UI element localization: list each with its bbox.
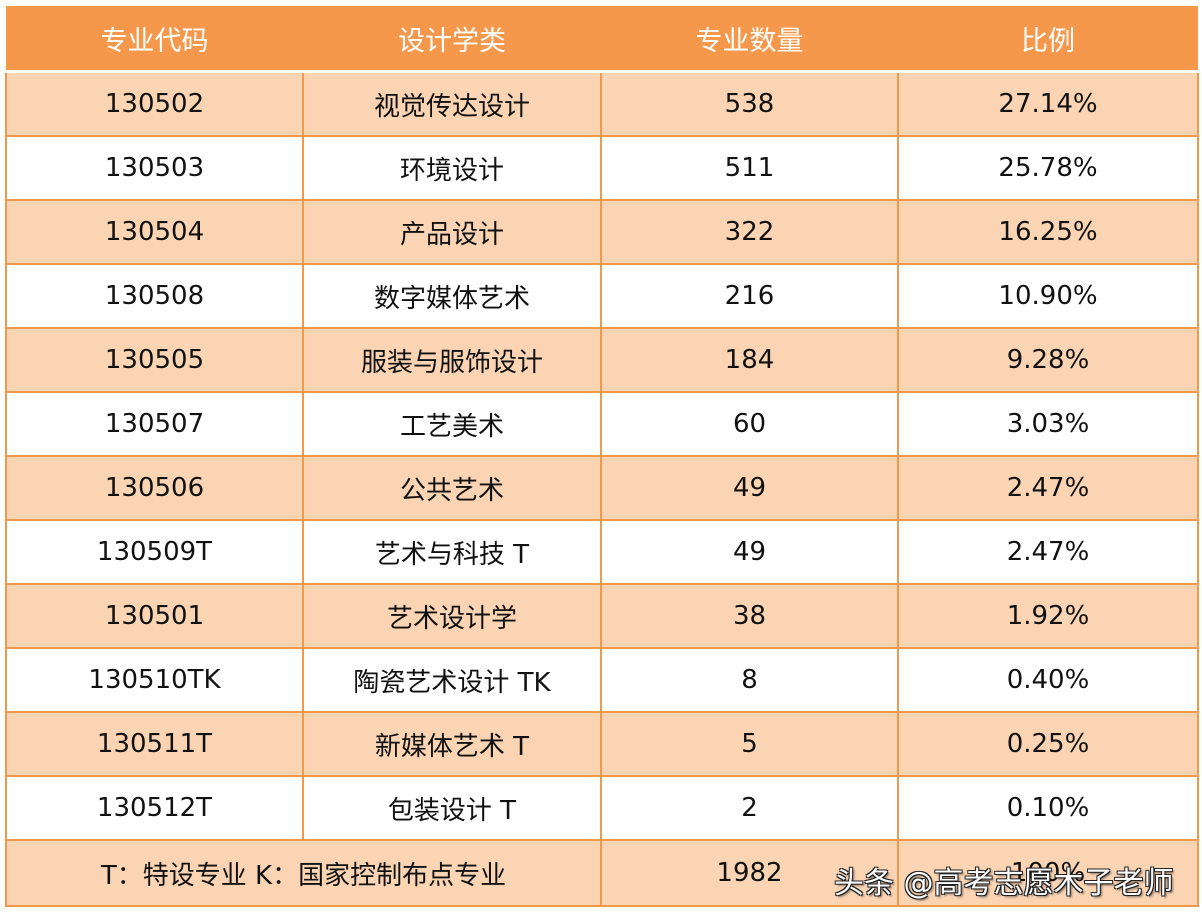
cell-count: 2 (600, 775, 899, 841)
cell-ratio: 10.90% (897, 263, 1199, 329)
cell-name: 工艺美术 (302, 391, 602, 457)
cell-name: 艺术设计学 (302, 583, 602, 649)
cell-ratio: 16.25% (897, 199, 1199, 265)
cell-count: 49 (600, 455, 899, 521)
table-row: 130510TK 陶瓷艺术设计 TK 8 0.40% (5, 647, 1199, 713)
cell-code: 130505 (5, 327, 304, 393)
header-major-code: 专业代码 (6, 6, 303, 73)
table-row: 130506 公共艺术 49 2.47% (5, 455, 1199, 521)
cell-count: 49 (600, 519, 899, 585)
table-row: 130507 工艺美术 60 3.03% (5, 391, 1199, 457)
cell-ratio: 0.40% (897, 647, 1199, 713)
cell-count: 322 (600, 199, 899, 265)
cell-name: 新媒体艺术 T (302, 711, 602, 777)
table-row: 130502 视觉传达设计 538 27.14% (5, 71, 1199, 137)
cell-count: 216 (600, 263, 899, 329)
table-row: 130512T 包装设计 T 2 0.10% (5, 775, 1199, 841)
cell-name: 公共艺术 (302, 455, 602, 521)
cell-name: 数字媒体艺术 (302, 263, 602, 329)
cell-ratio: 2.47% (897, 519, 1199, 585)
cell-name: 服装与服饰设计 (302, 327, 602, 393)
cell-ratio: 0.10% (897, 775, 1199, 841)
cell-code: 130501 (5, 583, 304, 649)
cell-code: 130512T (5, 775, 304, 841)
cell-name: 产品设计 (302, 199, 602, 265)
cell-count: 38 (600, 583, 899, 649)
cell-name: 包装设计 T (302, 775, 602, 841)
header-ratio: 比例 (898, 6, 1198, 73)
cell-code: 130506 (5, 455, 304, 521)
cell-ratio: 3.03% (897, 391, 1199, 457)
cell-count: 60 (600, 391, 899, 457)
cell-ratio: 0.25% (897, 711, 1199, 777)
cell-code: 130511T (5, 711, 304, 777)
table-row: 130503 环境设计 511 25.78% (5, 135, 1199, 201)
table-row: 130501 艺术设计学 38 1.92% (5, 583, 1199, 649)
cell-count: 8 (600, 647, 899, 713)
table-row: 130504 产品设计 322 16.25% (5, 199, 1199, 265)
cell-name: 视觉传达设计 (302, 71, 602, 137)
table-row: 130509T 艺术与科技 T 49 2.47% (5, 519, 1199, 585)
cell-code: 130502 (5, 71, 304, 137)
cell-ratio: 1.92% (897, 583, 1199, 649)
table-row: 130505 服装与服饰设计 184 9.28% (5, 327, 1199, 393)
cell-ratio: 27.14% (897, 71, 1199, 137)
cell-count: 538 (600, 71, 899, 137)
footer-total-count: 1982 (600, 839, 899, 907)
cell-ratio: 9.28% (897, 327, 1199, 393)
cell-count: 5 (600, 711, 899, 777)
cell-name: 环境设计 (302, 135, 602, 201)
footer-row: T：特设专业 K：国家控制布点专业 1982 100% (5, 839, 1199, 907)
footer-total-ratio: 100% (897, 839, 1199, 907)
cell-ratio: 25.78% (897, 135, 1199, 201)
cell-code: 130507 (5, 391, 304, 457)
cell-count: 511 (600, 135, 899, 201)
cell-name: 陶瓷艺术设计 TK (302, 647, 602, 713)
footer-legend-note: T：特设专业 K：国家控制布点专业 (5, 839, 602, 907)
design-majors-table: 专业代码 设计学类 专业数量 比例 130502 视觉传达设计 538 27.1… (5, 6, 1199, 907)
header-row: 专业代码 设计学类 专业数量 比例 (6, 6, 1198, 73)
cell-code: 130510TK (5, 647, 304, 713)
header-design-category: 设计学类 (303, 6, 601, 73)
cell-name: 艺术与科技 T (302, 519, 602, 585)
header-major-count: 专业数量 (601, 6, 898, 73)
table-row: 130511T 新媒体艺术 T 5 0.25% (5, 711, 1199, 777)
cell-code: 130509T (5, 519, 304, 585)
table-row: 130508 数字媒体艺术 216 10.90% (5, 263, 1199, 329)
cell-count: 184 (600, 327, 899, 393)
cell-code: 130508 (5, 263, 304, 329)
cell-code: 130503 (5, 135, 304, 201)
cell-code: 130504 (5, 199, 304, 265)
cell-ratio: 2.47% (897, 455, 1199, 521)
